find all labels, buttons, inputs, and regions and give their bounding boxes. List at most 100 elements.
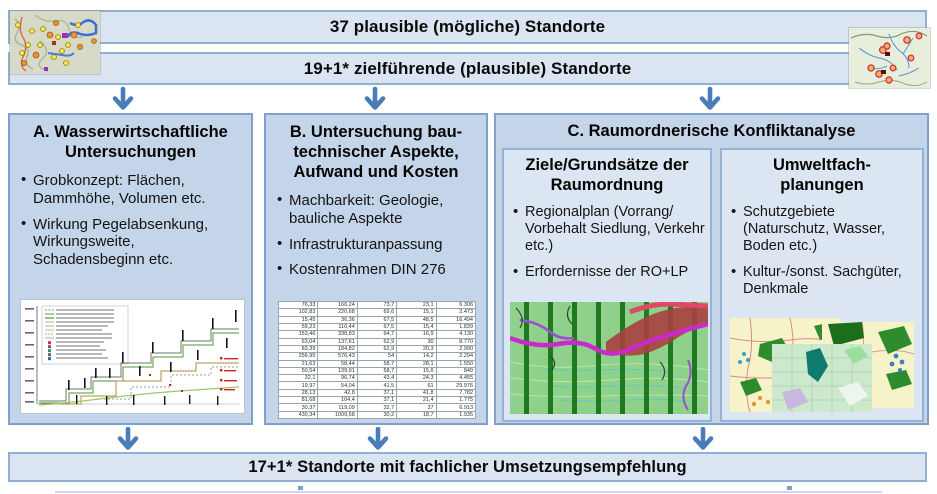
table-cell: 37,1 <box>356 388 398 398</box>
subbox-raumordnung-title: Ziele/Grundsätze der Raumordnung <box>525 156 689 195</box>
environment-maps-thumbnail <box>730 318 914 414</box>
table-row: 50,54 139,91 58,7 15,6 849 <box>278 366 476 376</box>
table-cell: 96,74 <box>317 374 358 383</box>
table-row: 153,46 338,83 64,7 16,9 4.130 <box>278 330 476 339</box>
table-cell: 110,44 <box>317 322 358 332</box>
table-cell: 1.775 <box>435 396 476 405</box>
table-row: 32,1 96,74 43,4 24,3 4.455 <box>278 374 476 383</box>
table-cell: 41,5 <box>356 381 398 390</box>
cut-off-arrow-tip <box>787 486 792 490</box>
box-b-bautechnik: B. Untersuchung bau- technischer Aspekte… <box>264 113 488 425</box>
table-cell: 14,2 <box>396 352 437 361</box>
table-cell: 62,9 <box>356 344 398 354</box>
arrow-down-icon <box>364 86 386 110</box>
table-cell: 28,13 <box>278 388 319 398</box>
biotope-map-overlay <box>772 344 872 412</box>
table-cell: 81,68 <box>278 396 319 405</box>
bullet-item: Kostenrahmen DIN 276 <box>276 260 482 279</box>
table-cell: 20,3 <box>396 344 437 354</box>
table-row: 19,97 54,04 41,5 61 29.976 <box>278 381 476 390</box>
table-cell: 30 <box>396 337 437 346</box>
table-cell: 76,33 <box>278 301 319 310</box>
bullet-item: Regionalplan (Vorrang/ Vorbehalt Siedlun… <box>512 203 706 255</box>
banner-19-standorte: 19+1* zielführende (plausible) Standorte <box>8 52 927 85</box>
table-cell: 19,97 <box>278 381 319 390</box>
subbox-umweltfachplanungen: Umweltfach- planungen Schutzgebiete (Nat… <box>720 148 924 422</box>
table-cell: 16,9 <box>396 330 437 339</box>
table-cell: 338,83 <box>317 330 358 339</box>
table-cell: 30,37 <box>278 403 319 412</box>
table-cell: 2.990 <box>435 344 476 354</box>
arrow-down-icon <box>117 427 139 450</box>
bullet-item: Kultur-/sonst. Sachgüter, Denkmale <box>730 263 918 298</box>
table-cell: 67,5 <box>356 322 398 332</box>
box-a-wasserwirtschaft: A. Wasserwirtschaftliche Untersuchungen … <box>8 113 253 425</box>
table-row: 30,37 119,09 32,7 37 6.913 <box>278 403 476 412</box>
table-cell: 119,09 <box>317 403 358 412</box>
table-cell: 30,2 <box>356 410 398 419</box>
arrow-down-icon <box>692 427 714 450</box>
table-cell: 28,1 <box>396 359 437 368</box>
table-cell: 160,24 <box>317 301 358 310</box>
table-row: 256,95 576,43 54 14,2 2.294 <box>278 352 476 361</box>
arrow-down-icon <box>367 427 389 450</box>
subbox-raumordnung-bullets: Regionalplan (Vorrang/ Vorbehalt Siedlun… <box>512 203 706 281</box>
table-cell: 42,8 <box>317 388 358 398</box>
table-cell: 16.494 <box>435 315 476 324</box>
table-row: 59,23 110,44 67,5 15,4 1.839 <box>278 322 476 332</box>
table-cell: 67,5 <box>356 315 398 324</box>
bullet-item: Wirkung Pegelabsenkung, Wirkungsweite, S… <box>20 215 247 269</box>
cut-off-next-shape-edge <box>55 491 882 493</box>
table-cell: 184,82 <box>317 344 358 354</box>
table-row: 28,13 42,8 37,1 41,8 7.782 <box>278 388 476 398</box>
box-a-bullets: Grobkonzept: Flächen, Dammhöhe, Volumen … <box>20 171 247 269</box>
cut-off-arrow-tip <box>298 486 303 490</box>
table-cell: 54 <box>356 352 398 361</box>
banner-37-standorte: 37 plausible (mögliche) Standorte <box>8 10 927 44</box>
banner-mid-label: 19+1* zielführende (plausible) Standorte <box>303 58 632 78</box>
table-cell: 29.976 <box>435 381 476 390</box>
table-cell: 24,3 <box>396 374 437 383</box>
table-cell: 1009,68 <box>317 410 358 419</box>
table-cell: 7.782 <box>435 388 476 398</box>
table-cell: 8.770 <box>435 337 476 346</box>
table-cell: 48,5 <box>396 315 437 324</box>
table-cell: 2.473 <box>435 308 476 317</box>
table-cell: 1.550 <box>435 359 476 368</box>
table-cell: 63,04 <box>278 337 319 346</box>
table-cell: 73,7 <box>356 301 398 310</box>
table-cell: 15,1 <box>396 308 437 317</box>
table-cell: 104,4 <box>317 396 358 405</box>
table-cell: 54,04 <box>317 381 358 390</box>
table-cell: 6.913 <box>435 403 476 412</box>
subbox-umwelt-title: Umweltfach- planungen <box>772 156 872 195</box>
bullet-item: Schutzgebiete (Naturschutz, Wasser, Bode… <box>730 203 918 255</box>
table-row: 63,04 137,61 62,9 30 8.770 <box>278 337 476 346</box>
table-cell: 15,6 <box>396 366 437 376</box>
table-cell: 64,7 <box>356 330 398 339</box>
table-cell: 21,63 <box>278 359 319 368</box>
subbox-raumordnung: Ziele/Grundsätze der Raumordnung Regiona… <box>502 148 712 422</box>
table-cell: 36,36 <box>317 315 358 324</box>
table-cell: 69,6 <box>356 308 398 317</box>
table-cell: 4.455 <box>435 374 476 383</box>
table-cell: 6.306 <box>435 301 476 310</box>
table-cell: 58,7 <box>356 359 398 368</box>
table-row: 430,34 1009,68 30,2 18,7 1.935 <box>278 410 476 419</box>
table-cell: 1.839 <box>435 322 476 332</box>
table-row: 15,45 36,36 67,5 48,5 16.494 <box>278 315 476 324</box>
table-cell: 153,46 <box>278 330 319 339</box>
table-cell: 32,1 <box>278 374 319 383</box>
table-cell: 139,91 <box>317 366 358 376</box>
table-cell: 430,34 <box>278 410 319 419</box>
cost-table-thumbnail: 76,33 160,24 73,7 23,1 6.306 102,83 220,68 69,6… <box>278 301 476 419</box>
bullet-item: Grobkonzept: Flächen, Dammhöhe, Volumen … <box>20 171 247 207</box>
banner-bottom-label: 17+1* Standorte mit fachlicher Umsetzung… <box>248 457 687 476</box>
table-cell: 2.294 <box>435 352 476 361</box>
box-a-title: A. Wasserwirtschaftliche Untersuchungen <box>33 123 228 162</box>
table-cell: 15,4 <box>396 322 437 332</box>
table-cell: 15,45 <box>278 315 319 324</box>
table-cell: 58,7 <box>356 366 398 376</box>
bullet-item: Erfordernisse der RO+LP <box>512 263 706 281</box>
banner-17-standorte: 17+1* Standorte mit fachlicher Umsetzung… <box>8 452 927 482</box>
